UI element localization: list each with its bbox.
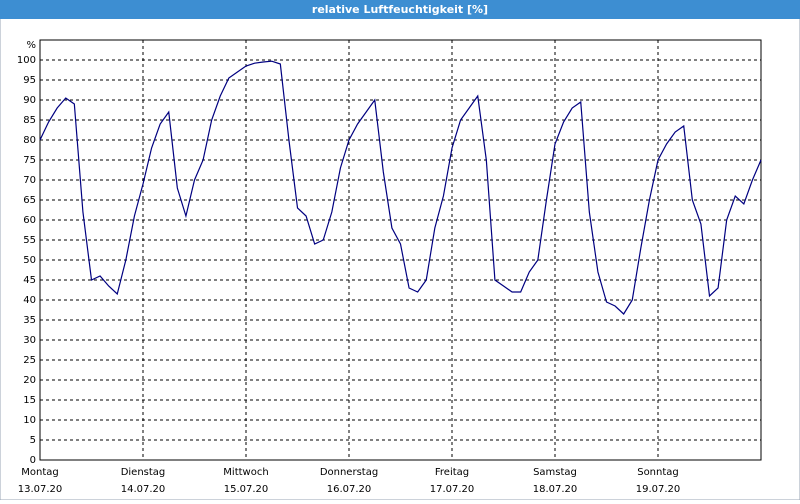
y-tick-label: 80 (23, 135, 36, 146)
y-tick-label: 100 (17, 55, 36, 66)
x-tick-day: Freitag (435, 467, 469, 478)
y-tick-label: 85 (23, 115, 36, 126)
x-tick-day: Montag (21, 467, 58, 478)
x-tick-date: 17.07.20 (430, 484, 475, 495)
title-bar (0, 0, 800, 19)
y-tick-label: 0 (30, 455, 36, 466)
y-tick-label: 95 (23, 75, 36, 86)
y-tick-label: 15 (23, 395, 36, 406)
y-tick-label: 55 (23, 235, 36, 246)
chart-title: relative Luftfeuchtigkeit [%] (312, 3, 488, 16)
x-tick-day: Sonntag (637, 467, 679, 478)
y-tick-label: 50 (23, 255, 36, 266)
y-tick-label: 75 (23, 155, 36, 166)
x-tick-date: 14.07.20 (121, 484, 166, 495)
x-tick-date: 16.07.20 (327, 484, 372, 495)
x-tick-day: Donnerstag (320, 467, 378, 478)
x-tick-day: Dienstag (121, 467, 166, 478)
y-tick-label: 20 (23, 375, 36, 386)
x-tick-date: 18.07.20 (533, 484, 578, 495)
y-tick-label: 40 (23, 295, 36, 306)
y-tick-label: 30 (23, 335, 36, 346)
y-tick-label: 10 (23, 415, 36, 426)
x-tick-date: 19.07.20 (636, 484, 681, 495)
y-tick-label: 25 (23, 355, 36, 366)
y-tick-label: 45 (23, 275, 36, 286)
y-tick-label: 5 (30, 435, 36, 446)
y-tick-label: 90 (23, 95, 36, 106)
y-tick-label: 70 (23, 175, 36, 186)
x-tick-day: Samstag (533, 467, 577, 478)
y-axis-label: % (26, 40, 36, 51)
plot-frame (39, 39, 762, 461)
x-tick-day: Mittwoch (223, 467, 268, 478)
humidity-line (39, 60, 762, 315)
y-tick-label: 65 (23, 195, 36, 206)
x-tick-date: 13.07.20 (18, 484, 63, 495)
y-tick-label: 60 (23, 215, 36, 226)
y-tick-label: 35 (23, 315, 36, 326)
x-tick-date: 15.07.20 (224, 484, 269, 495)
